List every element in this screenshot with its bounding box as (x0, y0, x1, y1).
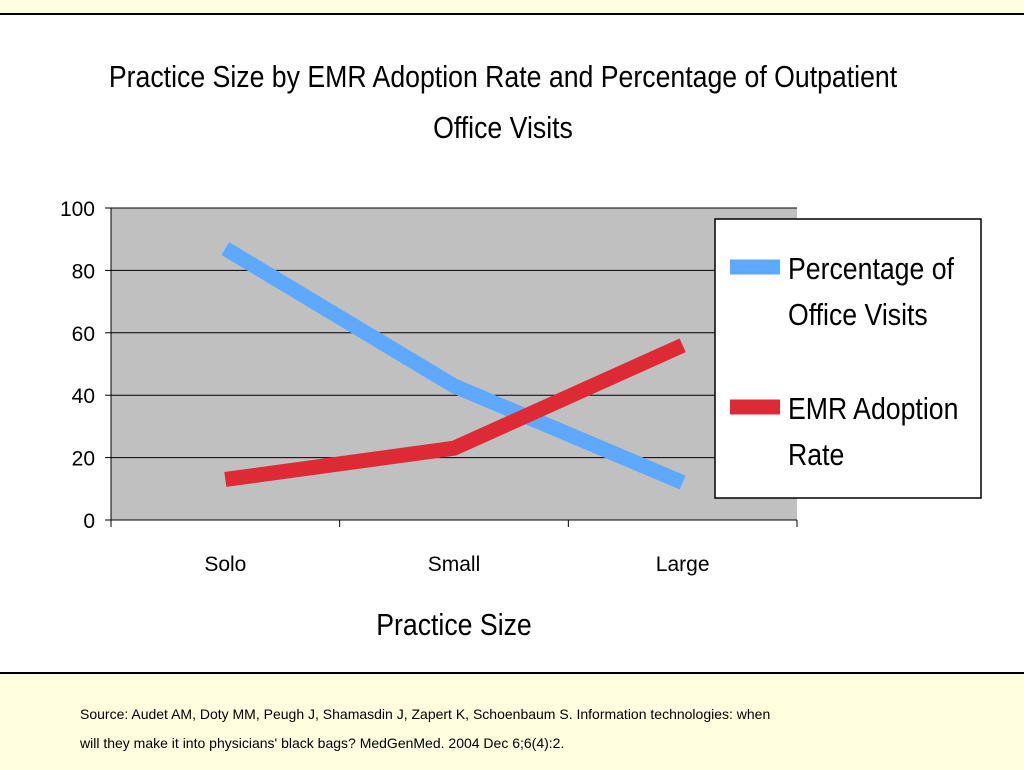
x-axis-title: Practice Size (376, 608, 532, 642)
legend-label-line: EMR Adoption (788, 392, 958, 426)
source-citation: Source: Audet AM, Doty MM, Peugh J, Sham… (80, 700, 960, 758)
legend: Percentage of Office Visits EMR Adoption Ra… (714, 218, 982, 499)
chart-title-line: Practice Size by EMR Adoption Rate and P… (109, 60, 897, 94)
y-tick-label: 80 (72, 260, 95, 283)
plot-area (111, 208, 797, 520)
x-tick-label: Large (656, 553, 710, 576)
legend-label-line: Office Visits (788, 298, 928, 332)
y-tick-label: 40 (72, 385, 95, 408)
legend-box (714, 218, 982, 499)
top-band (0, 0, 1024, 15)
y-axis: 0 20 40 60 80 100 (60, 198, 112, 533)
series-lines (221, 242, 686, 490)
line-chart: Practice Size by EMR Adoption Rate and P… (60, 60, 982, 643)
legend-label-line: Percentage of (788, 252, 955, 286)
source-line-1: Source: Audet AM, Doty MM, Peugh J, Sham… (80, 706, 771, 722)
x-tick-label: Small (428, 553, 481, 576)
legend-label-line: Rate (788, 438, 844, 472)
y-tick-label: 60 (72, 323, 95, 346)
y-tick-label: 100 (60, 198, 95, 221)
x-tick-label: Solo (204, 553, 246, 576)
x-axis: Solo Small Large (110, 519, 798, 576)
chart-title-line: Office Visits (433, 111, 573, 145)
series-line-emr-adoption (224, 338, 686, 487)
chart-title: Practice Size by EMR Adoption Rate and P… (109, 60, 897, 145)
gridlines (111, 207, 797, 459)
source-line-2: will they make it into physicians' black… (80, 735, 565, 751)
y-tick-label: 0 (83, 510, 95, 533)
y-tick-label: 20 (72, 448, 95, 471)
series-line-office-visits (221, 242, 686, 490)
footer-band (0, 672, 1024, 770)
